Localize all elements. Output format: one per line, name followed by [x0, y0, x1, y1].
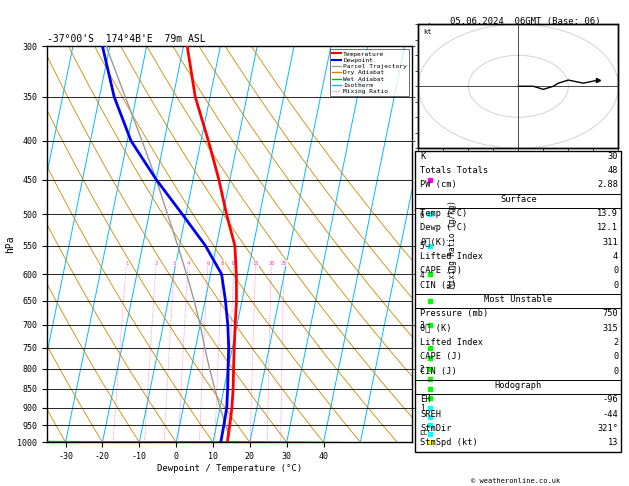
- Text: StmSpd (kt): StmSpd (kt): [420, 438, 478, 448]
- Y-axis label: hPa: hPa: [4, 235, 14, 253]
- Text: 750: 750: [603, 309, 618, 318]
- Text: 12.1: 12.1: [598, 224, 618, 232]
- Text: CIN (J): CIN (J): [420, 366, 457, 376]
- Text: 8: 8: [221, 260, 224, 265]
- Text: 05.06.2024  06GMT (Base: 06): 05.06.2024 06GMT (Base: 06): [450, 17, 601, 26]
- Text: Lifted Index: Lifted Index: [420, 338, 483, 347]
- Text: 13: 13: [608, 438, 618, 448]
- Text: 4: 4: [613, 252, 618, 261]
- Text: CIN (J): CIN (J): [420, 280, 457, 290]
- Text: 311: 311: [603, 238, 618, 247]
- Text: Pressure (mb): Pressure (mb): [420, 309, 489, 318]
- Text: Hodograph: Hodograph: [494, 381, 542, 390]
- Text: 0: 0: [613, 266, 618, 276]
- Text: 3: 3: [173, 260, 176, 265]
- Text: CAPE (J): CAPE (J): [420, 352, 462, 362]
- Text: LCL: LCL: [420, 430, 432, 436]
- Text: 10: 10: [231, 260, 237, 265]
- Text: θᴇ (K): θᴇ (K): [420, 324, 452, 333]
- Text: Most Unstable: Most Unstable: [484, 295, 552, 304]
- Text: Lifted Index: Lifted Index: [420, 252, 483, 261]
- Text: 321°: 321°: [598, 424, 618, 433]
- Text: PW (cm): PW (cm): [420, 180, 457, 190]
- Text: kt: kt: [423, 29, 431, 35]
- Text: 2: 2: [155, 260, 158, 265]
- Text: 315: 315: [603, 324, 618, 333]
- Text: 48: 48: [608, 166, 618, 175]
- Text: -44: -44: [603, 410, 618, 419]
- Text: Totals Totals: Totals Totals: [420, 166, 489, 175]
- Text: Surface: Surface: [500, 194, 537, 204]
- Text: -37°00'S  174°4B'E  79m ASL: -37°00'S 174°4B'E 79m ASL: [47, 34, 206, 44]
- Text: 25: 25: [281, 260, 287, 265]
- Text: 15: 15: [252, 260, 259, 265]
- Text: SREH: SREH: [420, 410, 441, 419]
- X-axis label: Dewpoint / Temperature (°C): Dewpoint / Temperature (°C): [157, 464, 302, 473]
- Text: 2.88: 2.88: [598, 180, 618, 190]
- Text: 6: 6: [206, 260, 209, 265]
- Text: Mixing Ratio (g/kg): Mixing Ratio (g/kg): [448, 200, 457, 288]
- Text: 13.9: 13.9: [598, 209, 618, 218]
- Text: km
ASL: km ASL: [425, 23, 439, 42]
- Text: 0: 0: [613, 352, 618, 362]
- Text: StmDir: StmDir: [420, 424, 452, 433]
- Text: 2: 2: [613, 338, 618, 347]
- Text: CAPE (J): CAPE (J): [420, 266, 462, 276]
- Text: Temp (°C): Temp (°C): [420, 209, 467, 218]
- Text: 20: 20: [268, 260, 275, 265]
- Text: © weatheronline.co.uk: © weatheronline.co.uk: [471, 478, 560, 484]
- Text: θᴇ(K): θᴇ(K): [420, 238, 447, 247]
- Text: Dewp (°C): Dewp (°C): [420, 224, 467, 232]
- Text: -96: -96: [603, 395, 618, 404]
- Text: K: K: [420, 152, 425, 161]
- Legend: Temperature, Dewpoint, Parcel Trajectory, Dry Adiabat, Wet Adiabat, Isotherm, Mi: Temperature, Dewpoint, Parcel Trajectory…: [330, 49, 409, 96]
- Text: 1: 1: [125, 260, 128, 265]
- Text: 30: 30: [608, 152, 618, 161]
- Text: EH: EH: [420, 395, 431, 404]
- Text: 0: 0: [613, 366, 618, 376]
- Text: 0: 0: [613, 280, 618, 290]
- Text: 4: 4: [187, 260, 190, 265]
